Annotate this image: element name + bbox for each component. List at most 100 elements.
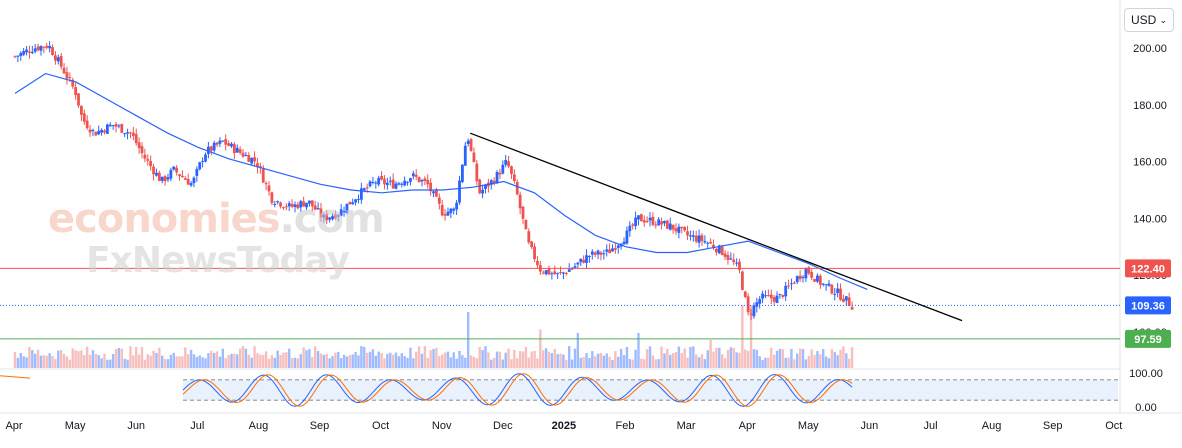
candle	[576, 261, 580, 269]
candle	[521, 206, 525, 224]
candle	[206, 141, 210, 159]
volume-bar	[273, 357, 276, 368]
candle	[564, 271, 568, 276]
candle	[631, 222, 635, 230]
candle	[108, 122, 112, 127]
candle-body	[368, 181, 372, 187]
candle	[134, 128, 138, 146]
candle	[126, 128, 129, 140]
volume-bar	[71, 348, 74, 368]
volume-bar	[365, 352, 369, 368]
trendline-line[interactable]	[469, 132, 963, 322]
candle-body	[68, 77, 72, 79]
candle	[715, 247, 718, 256]
last-price-label: 109.36	[1125, 296, 1171, 315]
price-axis[interactable]: 200.00180.00160.00140.00120.00100.00122.…	[1125, 43, 1171, 414]
trendline[interactable]	[469, 132, 963, 322]
oscillator-band	[183, 379, 1118, 401]
volume-bar	[204, 358, 207, 368]
volume-bar	[221, 348, 225, 368]
candle	[293, 201, 297, 213]
candle	[129, 131, 132, 139]
candle	[637, 215, 640, 226]
volume-bar	[371, 349, 375, 368]
volume-bar	[25, 357, 28, 368]
candle-body	[302, 201, 306, 207]
candle	[342, 206, 346, 217]
volume-bar	[778, 348, 782, 368]
candle-body	[801, 276, 805, 278]
candle-body	[507, 161, 510, 167]
volume-bar	[619, 348, 623, 368]
candle-body	[550, 273, 554, 275]
volume-bar	[510, 359, 513, 368]
time-axis[interactable]: Apr May Jun Jul Aug Sep Oct Nov Dec 2025 Feb Mar Apr…	[5, 420, 1122, 432]
candle-body	[495, 171, 499, 184]
volume-bar	[749, 305, 753, 368]
candle-body	[536, 260, 539, 266]
price-tick-label: 140.00	[1133, 213, 1167, 225]
time-tick-label: Jul	[923, 420, 937, 432]
volume-bar	[74, 350, 77, 368]
candle-body	[642, 220, 646, 223]
candle-body	[556, 272, 560, 274]
volume-bar	[158, 347, 161, 368]
currency-select[interactable]: USD ⌄	[1124, 8, 1174, 32]
candle	[241, 149, 245, 158]
candle	[19, 51, 23, 61]
volume-bar	[824, 356, 828, 368]
candle-body	[634, 217, 637, 227]
volume-bar	[68, 359, 72, 368]
candle	[660, 217, 663, 230]
candle-body	[33, 48, 37, 52]
candle-body	[440, 204, 444, 216]
candle-body	[758, 299, 762, 304]
volume-bar	[793, 359, 796, 368]
candle	[668, 217, 672, 231]
candle	[657, 217, 661, 226]
candle-body	[403, 180, 407, 186]
candle	[224, 134, 228, 151]
volume-bar	[238, 348, 242, 368]
candle-body	[481, 189, 485, 194]
candle-body	[761, 293, 764, 299]
volume-bar	[466, 312, 470, 368]
candle-body	[22, 51, 26, 55]
candle	[13, 55, 17, 59]
candle-body	[339, 209, 343, 216]
candle-body	[628, 225, 632, 232]
candle-body	[308, 200, 311, 204]
candle-body	[515, 181, 519, 195]
volume-bar	[605, 353, 608, 368]
volume-bar	[524, 347, 528, 368]
candle	[694, 230, 698, 244]
time-tick-label: Oct	[1105, 420, 1122, 432]
candle-body	[16, 55, 20, 57]
candle	[585, 249, 588, 269]
candle-body	[296, 204, 300, 209]
candle	[625, 226, 629, 245]
candle	[105, 123, 109, 134]
candle	[409, 177, 412, 186]
candle	[250, 157, 254, 166]
candle	[391, 173, 395, 190]
candle-body	[42, 46, 46, 48]
volume-bar	[781, 349, 784, 368]
candle-body	[62, 67, 66, 74]
volume-bar	[420, 353, 424, 368]
candle-body	[155, 172, 158, 176]
candle	[163, 174, 167, 186]
candle-body	[56, 57, 60, 62]
volume-bar	[135, 346, 138, 368]
volume-bar	[475, 358, 479, 368]
volume-bar	[446, 351, 450, 368]
candle-body	[59, 55, 63, 67]
candle-body	[844, 296, 848, 301]
candle-body	[616, 245, 620, 248]
volume-bar	[663, 353, 666, 368]
candle	[166, 173, 170, 182]
candle-body	[183, 178, 187, 180]
volume-bar	[752, 349, 756, 368]
